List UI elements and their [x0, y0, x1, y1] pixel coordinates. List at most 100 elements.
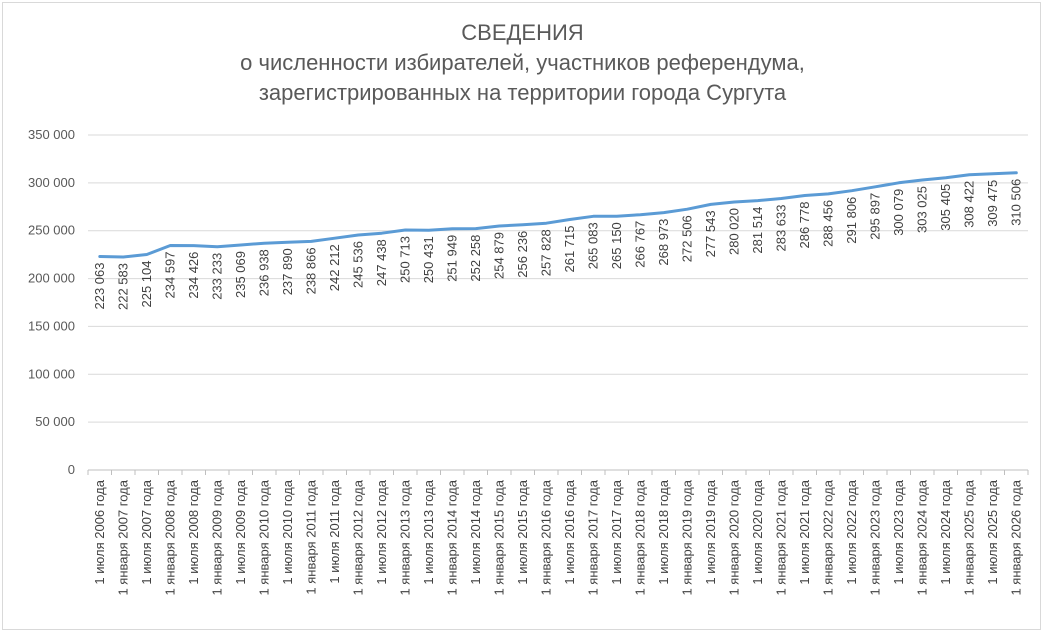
x-category-label: 1 января 2016 года — [538, 479, 553, 595]
y-tick-label: 50 000 — [35, 414, 75, 429]
data-label: 254 879 — [491, 232, 506, 279]
data-label: 252 258 — [468, 235, 483, 282]
y-tick-label: 200 000 — [28, 271, 75, 286]
data-label: 305 405 — [938, 184, 953, 231]
data-label: 235 069 — [233, 251, 248, 298]
x-category-label: 1 января 2007 года — [115, 479, 130, 595]
data-label: 251 949 — [444, 235, 459, 282]
chart-title-line-3: зарегистрированных на территории города … — [258, 80, 787, 105]
y-tick-label: 0 — [68, 462, 75, 477]
x-axis — [87, 469, 1029, 475]
data-label: 256 236 — [515, 231, 530, 278]
x-category-label: 1 июля 2021 года — [797, 479, 812, 584]
x-category-label: 1 июля 2008 года — [186, 479, 201, 584]
data-label: 309 475 — [985, 180, 1000, 227]
x-category-label: 1 июля 2018 года — [656, 479, 671, 584]
data-label: 225 104 — [139, 261, 154, 308]
chart-title: СВЕДЕНИЯ о численности избирателей, учас… — [0, 18, 1045, 108]
data-label: 237 890 — [280, 248, 295, 295]
y-axis-tick-labels: 0 50 000 100 000 150 000 200 000 250 000 300 0… — [28, 127, 75, 477]
data-label: 238 866 — [303, 247, 318, 294]
x-category-label: 1 июля 2007 года — [139, 479, 154, 584]
data-label: 266 767 — [632, 221, 647, 268]
x-category-label: 1 июля 2006 года — [92, 479, 107, 584]
data-label: 280 020 — [726, 208, 741, 255]
x-category-label: 1 июля 2010 года — [280, 479, 295, 584]
x-category-label: 1 января 2023 года — [867, 479, 882, 595]
data-label: 268 973 — [656, 219, 671, 266]
x-category-label: 1 января 2018 года — [632, 479, 647, 595]
x-category-label: 1 января 2011 года — [303, 479, 318, 594]
series-line-group — [98, 171, 1018, 259]
x-category-label: 1 января 2024 года — [914, 479, 929, 595]
y-tick-label: 350 000 — [28, 127, 75, 142]
x-category-label: 1 июля 2013 года — [421, 479, 436, 584]
data-label: 300 079 — [891, 189, 906, 236]
data-label: 310 506 — [1008, 179, 1023, 226]
x-category-label: 1 июля 2020 года — [750, 479, 765, 584]
x-category-label: 1 января 2014 года — [444, 479, 459, 595]
y-tick-label: 300 000 — [28, 175, 75, 190]
data-label: 257 828 — [538, 229, 553, 276]
data-label: 283 633 — [773, 205, 788, 252]
data-label: 234 597 — [162, 252, 177, 299]
data-label: 233 233 — [209, 253, 224, 300]
data-label: 291 806 — [844, 197, 859, 244]
x-category-label: 1 января 2009 года — [209, 479, 224, 595]
data-label: 222 583 — [115, 263, 130, 310]
data-label: 250 713 — [397, 236, 412, 283]
x-category-label: 1 января 2022 года — [820, 479, 835, 595]
x-category-label: 1 июля 2011 года — [327, 479, 342, 583]
data-label: 281 514 — [750, 207, 765, 254]
data-label: 286 778 — [797, 202, 812, 249]
chart-title-line-1: СВЕДЕНИЯ — [461, 20, 584, 45]
x-category-label: 1 июля 2024 года — [938, 479, 953, 584]
x-category-label: 1 июля 2012 года — [374, 479, 389, 584]
data-label: 308 422 — [961, 181, 976, 228]
x-category-label: 1 января 2021 года — [773, 479, 788, 595]
x-category-label: 1 июля 2015 года — [515, 479, 530, 584]
data-label: 250 431 — [421, 236, 436, 283]
x-category-label: 1 июля 2017 года — [609, 479, 624, 584]
x-category-label: 1 января 2010 года — [256, 479, 271, 595]
x-category-label: 1 января 2025 года — [961, 479, 976, 595]
x-category-label: 1 января 2026 года — [1008, 479, 1023, 595]
x-category-label: 1 января 2020 года — [726, 479, 741, 595]
data-label: 265 150 — [609, 222, 624, 269]
gridlines — [88, 134, 1028, 423]
x-category-label: 1 января 2008 года — [162, 479, 177, 595]
x-category-label: 1 июля 2009 года — [233, 479, 248, 584]
data-label: 242 212 — [327, 244, 342, 291]
x-category-label: 1 января 2017 года — [585, 479, 600, 595]
x-category-label: 1 января 2015 года — [491, 479, 506, 595]
data-label: 303 025 — [914, 186, 929, 233]
data-label: 277 543 — [703, 210, 718, 257]
data-label: 288 456 — [820, 200, 835, 247]
x-category-label: 1 июля 2019 года — [703, 479, 718, 584]
x-category-label: 1 июля 2016 года — [562, 479, 577, 584]
x-axis-category-labels: 1 июля 2006 года 1 января 2007 года 1 июля… — [92, 479, 1023, 595]
x-category-label: 1 июля 2023 года — [891, 479, 906, 584]
data-label: 265 083 — [585, 222, 600, 269]
data-label: 236 938 — [256, 249, 271, 296]
x-category-label: 1 июля 2025 года — [985, 479, 1000, 584]
series-line — [98, 171, 1018, 259]
x-category-label: 1 января 2019 года — [679, 479, 694, 595]
data-label: 261 715 — [562, 226, 577, 273]
data-labels: 223 063 222 583 225 104 234 597 234 426 233 2… — [92, 179, 1023, 310]
y-tick-label: 150 000 — [28, 318, 75, 333]
data-label: 247 438 — [374, 239, 389, 286]
data-label: 272 506 — [679, 215, 694, 262]
data-label: 234 426 — [186, 252, 201, 299]
x-category-label: 1 июля 2014 года — [468, 479, 483, 584]
x-category-label: 1 июля 2022 года — [844, 479, 859, 584]
chart-title-line-2: о численности избирателей, участников ре… — [240, 50, 805, 75]
x-category-label: 1 января 2013 года — [397, 479, 412, 595]
y-tick-label: 100 000 — [28, 366, 75, 381]
y-tick-label: 250 000 — [28, 223, 75, 238]
data-label: 295 897 — [867, 193, 882, 240]
x-category-label: 1 января 2012 года — [350, 479, 365, 595]
